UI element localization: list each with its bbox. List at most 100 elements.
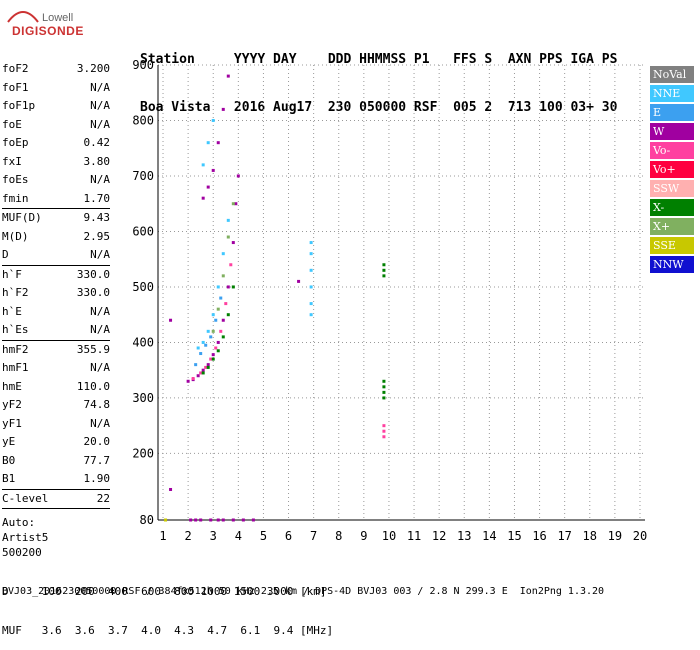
param-value: 3.200 [76,62,110,75]
x-tick-label: 20 [633,529,647,543]
data-point [189,518,193,522]
data-point [309,252,313,256]
data-point [209,518,213,522]
data-point [199,352,203,356]
param-separator [2,264,110,266]
data-point [309,313,313,317]
data-point [186,379,190,383]
param-row: yE 20.0 [2,433,110,452]
param-separator [2,208,110,209]
x-tick-label: 8 [335,529,342,543]
data-point [164,518,168,522]
param-row: h`F2 330.0 [2,284,110,303]
data-point [204,343,208,347]
param-label: foF1p [2,99,36,112]
param-value: N/A [90,361,110,374]
param-value: 20.0 [83,435,111,448]
param-row: hmF1 N/A [2,359,110,378]
param-row: foF1 N/A [2,79,110,98]
param-row: h`Es N/A [2,321,110,340]
param-label: foE [2,117,22,131]
param-label: foF2 [2,62,29,75]
param-value: N/A [90,416,110,430]
param-label: hmE [2,379,22,393]
data-point [251,518,255,522]
data-point [216,141,220,145]
data-point [382,390,386,394]
data-point [229,263,233,267]
x-tick-label: 15 [507,529,521,543]
data-point [382,424,386,428]
param-label: fxI [2,154,22,168]
data-point [191,377,195,381]
data-point [196,346,200,350]
data-point [219,329,223,333]
param-label: h`F2 [2,286,29,299]
auto-line: Artist5 [2,531,49,544]
param-label: hmF1 [2,361,29,374]
data-point [221,318,225,322]
file-info: BVJ03_2016230050000.RSF / 384fx512h 50 k… [2,586,605,597]
param-label: h`E [2,304,22,318]
x-tick-label: 7 [310,529,317,543]
data-point [211,168,215,172]
data-point [211,313,215,317]
data-point [236,174,240,178]
data-point [231,202,235,206]
param-row: yF1 N/A [2,415,110,434]
x-tick-label: 6 [285,529,292,543]
param-row: hmE 110.0 [2,378,110,397]
param-separator [2,488,110,490]
param-value: 2.95 [83,229,111,243]
x-tick-label: 4 [235,529,242,543]
data-point [226,235,230,239]
x-tick-label: 12 [432,529,446,543]
x-tick-label: 14 [482,529,496,543]
data-point [309,302,313,306]
data-point [206,185,210,189]
data-point [199,371,203,375]
data-point [224,302,228,306]
data-point [199,518,203,522]
data-point [211,329,215,333]
param-label: D [2,248,9,261]
param-label: MUF(D) [2,211,42,224]
legend-item: NNE [650,85,694,102]
x-tick-label: 17 [557,529,571,543]
param-value: 1.90 [83,472,111,485]
data-point [211,357,215,361]
param-value: N/A [90,117,110,131]
param-value: 74.8 [83,398,111,411]
legend-item: SSW [650,180,694,197]
data-point [309,268,313,272]
data-point [201,340,205,344]
data-point [309,285,313,289]
param-row: foE N/A [2,116,110,135]
param-value: N/A [90,99,110,112]
y-tick-label: 700 [132,169,154,183]
data-point [201,371,205,375]
legend-item: Vo- [650,142,694,159]
data-point [241,518,245,522]
param-row: D N/A [2,246,110,265]
legend-item: X+ [650,218,694,235]
data-point [221,335,225,339]
data-point [231,241,235,245]
data-point [196,374,200,378]
legend-item: NNW [650,256,694,273]
legend-item: Vo+ [650,161,694,178]
data-point [194,518,198,522]
data-point [382,379,386,383]
param-label: h`F [2,267,22,281]
param-label: B0 [2,453,16,467]
muf-row: MUF 3.6 3.6 3.7 4.0 4.3 4.7 6.1 9.4 [MHz… [2,624,334,637]
x-tick-label: 9 [360,529,367,543]
data-point [221,518,225,522]
param-label: fmin [2,191,29,205]
param-row: C-level 22 [2,490,110,509]
y-tick-label: 600 [132,224,154,238]
param-value: 77.7 [83,453,111,467]
data-point [382,263,386,267]
digisonde-logo: Lowell DIGISONDE [2,2,122,42]
x-tick-label: 1 [159,529,166,543]
